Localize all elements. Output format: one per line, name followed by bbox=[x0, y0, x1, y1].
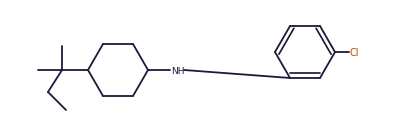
Text: NH: NH bbox=[171, 67, 184, 75]
Text: Cl: Cl bbox=[350, 47, 360, 58]
